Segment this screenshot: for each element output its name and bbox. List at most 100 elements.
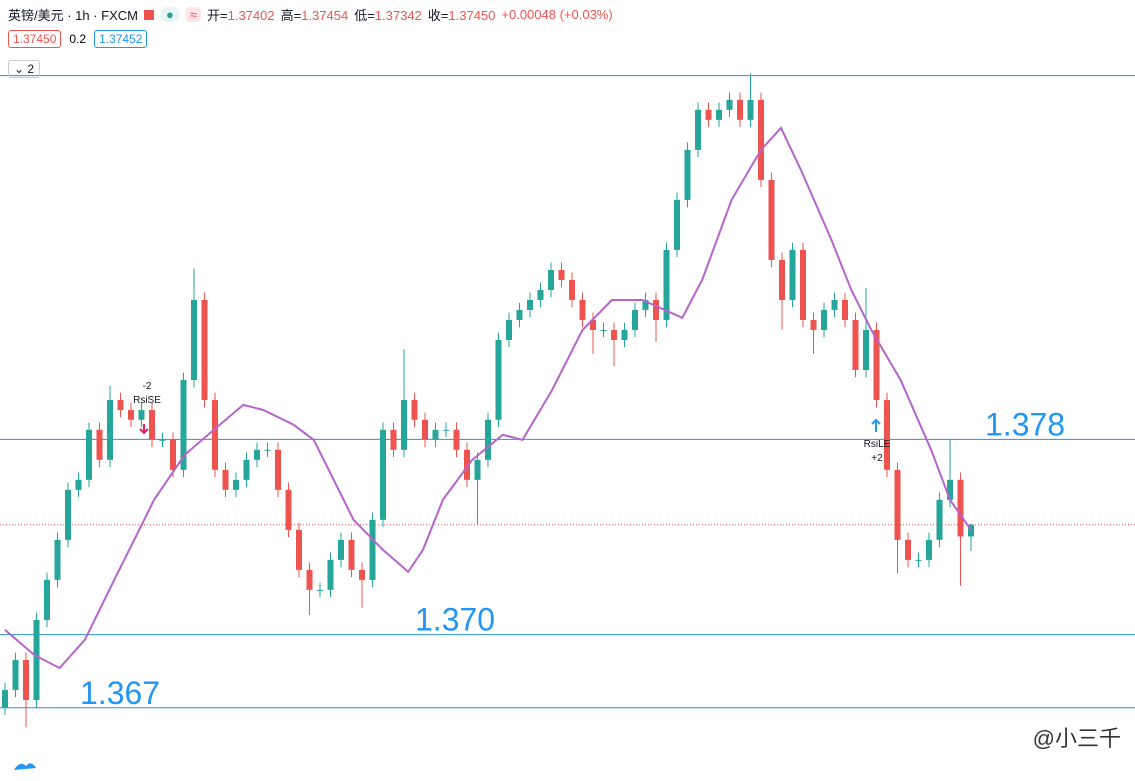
candle-body: [674, 199, 680, 250]
status-icon: ●: [160, 7, 180, 22]
candle-body: [684, 149, 691, 200]
moving-average: [4, 126, 972, 670]
candle-body: [852, 319, 859, 370]
indicators-toggle[interactable]: ⌄ 2: [8, 60, 41, 78]
candle-body: [338, 539, 344, 560]
candle-body: [380, 429, 386, 520]
signal-label: -2: [143, 381, 152, 392]
candle-body: [474, 459, 481, 480]
signal-label: RsiSE: [133, 395, 161, 406]
candle-body: [149, 410, 155, 440]
candle-body: [201, 299, 208, 401]
candle-body: [54, 539, 61, 580]
candle-body: [317, 589, 323, 591]
buy-button[interactable]: 1.37452: [94, 30, 148, 48]
candle-body: [243, 459, 250, 480]
candle-body: [96, 429, 103, 460]
trade-row: 1.37450 0.2 1.37452: [8, 30, 148, 48]
candle-body: [86, 429, 92, 480]
candle-body: [401, 400, 407, 450]
candle-body: [159, 439, 166, 441]
change: +0.00048 (+0.03%): [501, 7, 613, 22]
candle-body: [957, 479, 964, 537]
candle-body: [44, 579, 50, 620]
spread: 0.2: [69, 32, 87, 46]
candle-body: [821, 309, 827, 330]
candle-body: [579, 299, 586, 320]
level-label: 1.378: [985, 406, 1065, 442]
candle-body: [107, 400, 113, 460]
candle-body: [611, 329, 617, 340]
ohlc-value: 1.37450: [448, 8, 496, 23]
candle-body: [254, 449, 260, 460]
candle-body: [222, 469, 229, 490]
ohlc-key: 低=: [354, 8, 375, 23]
flag-icon[interactable]: [144, 9, 155, 20]
candle-body: [716, 109, 722, 120]
candle-body: [432, 429, 439, 440]
candle-body: [117, 400, 124, 411]
signal-label: RsiLE: [864, 439, 891, 450]
symbol-title: 英镑/美元 · 1h · FXCM: [8, 8, 139, 23]
candle-body: [464, 449, 470, 480]
candle-body: [695, 109, 701, 150]
sell-signal-arrow: [139, 424, 149, 435]
candle-body: [915, 559, 922, 561]
candle-body: [264, 449, 271, 451]
candle-body: [75, 479, 82, 490]
candle-body: [453, 429, 460, 450]
market-icon: ≈: [185, 7, 202, 22]
candle-body: [968, 524, 974, 537]
candle-body: [873, 329, 880, 401]
candle-body: [758, 99, 764, 180]
candle-body: [2, 689, 8, 708]
candle-body: [600, 329, 607, 331]
candle-body: [726, 99, 733, 110]
candle-body: [926, 539, 932, 560]
candle-body: [411, 400, 418, 420]
candle-body: [632, 309, 638, 330]
candle-body: [348, 539, 355, 570]
candle-body: [212, 400, 218, 470]
candle-body: [810, 319, 817, 330]
candle-body: [779, 259, 785, 300]
candle-body: [569, 279, 575, 300]
candle-body: [842, 299, 848, 320]
watermark: @小三千: [1032, 726, 1121, 751]
candle-body: [369, 519, 376, 580]
ohlc-close: 收=1.37450: [428, 5, 496, 24]
candle-body: [327, 559, 334, 590]
candle-body: [12, 659, 19, 690]
candle-body: [863, 329, 869, 370]
candle-body: [747, 99, 754, 120]
candle-body: [138, 410, 145, 420]
logo: [14, 763, 36, 770]
ohlc-high: 高=1.37454: [281, 5, 349, 24]
candle-body: [936, 499, 943, 540]
indicator-count: 2: [27, 62, 35, 76]
candle-body: [621, 329, 628, 340]
candle-body: [558, 269, 565, 280]
candle-body: [947, 479, 953, 500]
ohlc-key: 高=: [280, 8, 302, 23]
ohlc-value: 1.37454: [301, 8, 349, 23]
candle-body: [800, 249, 806, 320]
candle-body: [296, 529, 302, 570]
candle-body: [789, 249, 796, 300]
level-label: 1.367: [80, 675, 160, 711]
candle-body: [590, 319, 596, 330]
candle-body: [884, 400, 890, 470]
candle-body: [306, 569, 313, 590]
candle-body: [737, 99, 743, 120]
ohlc-open: 开=1.37402: [207, 5, 275, 24]
candle-body: [191, 299, 197, 381]
candle-body: [275, 449, 281, 490]
sell-button[interactable]: 1.37450: [8, 30, 62, 48]
candle-body: [516, 309, 523, 320]
level-label: 1.370: [415, 602, 495, 638]
candle-body: [548, 269, 554, 290]
ohlc-key: 收=: [427, 8, 449, 23]
candle-body: [506, 319, 512, 340]
